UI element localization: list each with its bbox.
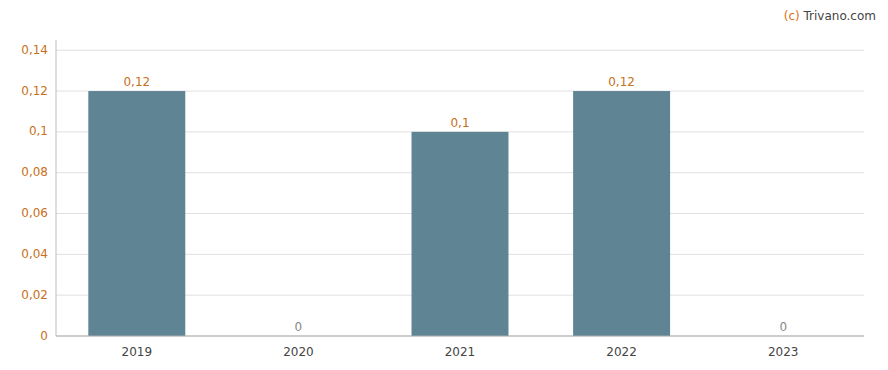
y-tick-label: 0,04 [21,247,48,261]
x-tick-label: 2019 [122,345,153,359]
y-tick-label: 0,12 [21,84,48,98]
y-tick-label: 0 [40,329,48,343]
chart-svg: 0 0,02 0,04 0,06 0,08 0,1 0,12 0,14 0,12 0 0,1 0,12… [0,0,888,370]
watermark-mark: (c) [784,9,800,23]
data-label: 0,12 [608,75,635,89]
y-axis-line [56,40,57,336]
data-label: 0,1 [450,116,469,130]
y-tick-label: 0,14 [21,43,48,57]
grid-line [56,336,864,337]
grid-line [56,50,864,51]
bar [573,91,670,336]
bars [88,91,670,336]
bar [412,132,509,336]
y-tick-label: 0,02 [21,288,48,302]
x-tick-label: 2022 [606,345,637,359]
chart-container: 0 0,02 0,04 0,06 0,08 0,1 0,12 0,14 0,12 0 0,1 0,12… [0,0,888,370]
grid [56,50,864,336]
data-label: 0 [779,320,787,334]
data-label: 0,12 [123,75,150,89]
watermark-rest: Trivano.com [800,9,876,23]
data-label: 0 [295,320,303,334]
x-tick-label: 2020 [283,345,314,359]
watermark: (c) Trivano.com [784,9,876,23]
y-tick-label: 0,06 [21,206,48,220]
x-tick-label: 2023 [768,345,799,359]
bar [88,91,185,336]
x-axis-line [56,336,864,337]
y-tick-label: 0,08 [21,165,48,179]
x-tick-label: 2021 [445,345,476,359]
y-tick-label: 0,1 [29,124,48,138]
